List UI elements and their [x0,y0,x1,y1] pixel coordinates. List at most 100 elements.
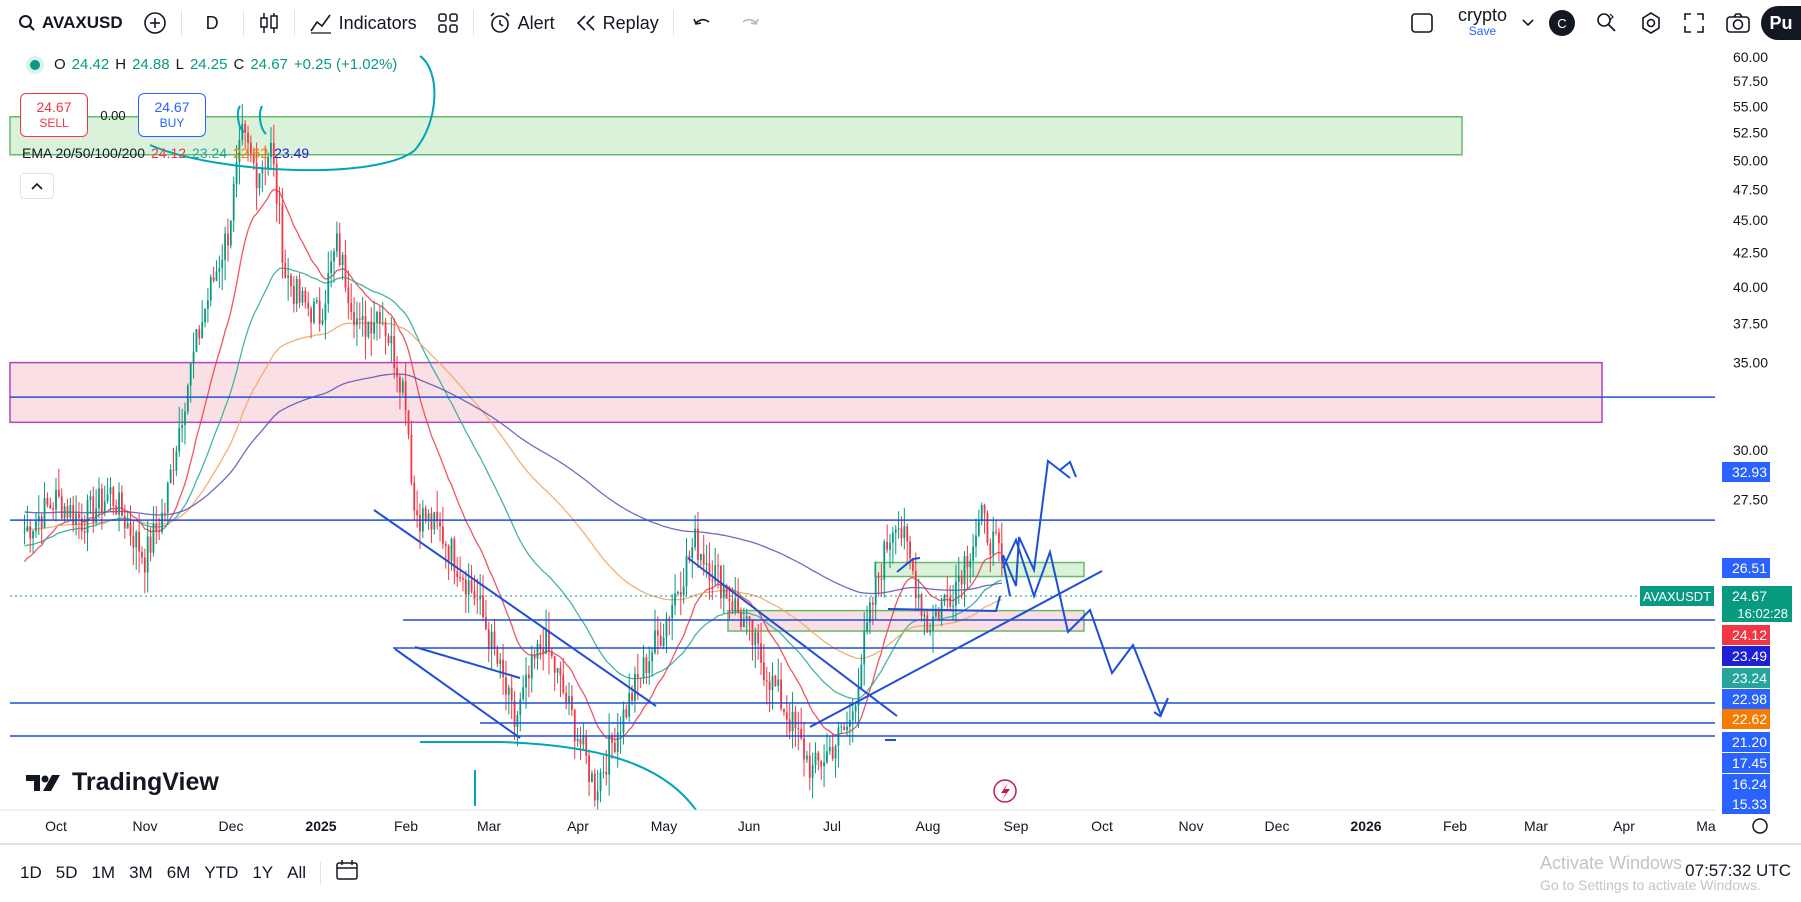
candle-body [78,513,80,519]
candle-body [318,300,321,325]
candle-body [241,123,244,141]
range-6m[interactable]: 6M [166,862,191,882]
range-5d[interactable]: 5D [55,862,78,882]
candle-body [186,385,189,412]
snapshot-button[interactable] [1715,0,1761,46]
candle-body [479,595,482,600]
buy-button[interactable]: 24.67 BUY [138,93,206,137]
divider [242,10,244,36]
fullscreen-button[interactable] [1673,0,1715,46]
range-ytd[interactable]: YTD [204,862,239,882]
layout-menu-button[interactable] [1517,0,1539,46]
candle-body [998,532,1000,544]
undo-button[interactable] [678,0,726,46]
y-tick-label: 50.00 [1733,152,1768,168]
tradingview-logo: TradingView [26,768,219,797]
candle-body [757,632,760,644]
divider [180,10,182,36]
redo-icon [742,18,759,25]
candle-body [321,320,324,325]
y-tick-label: 45.00 [1733,212,1768,228]
ema-line-ema200 [24,373,1002,595]
candle-body [648,661,651,674]
utc-clock[interactable]: 07:57:32 UTC [1685,861,1791,881]
projection-down-arrow [1002,537,1169,718]
candle-body [292,286,295,304]
candle-body [605,771,608,775]
range-1d[interactable]: 1D [20,862,42,882]
layout-name: crypto [1457,5,1507,25]
top-toolbar: AVAXUSD D Indicators Alert Replay crypto… [0,0,1801,48]
market-status-dot[interactable] [30,59,40,70]
interval-button[interactable]: D [186,0,239,46]
candle-body [229,220,232,246]
indicators-button[interactable]: Indicators [299,0,427,46]
price-badge [1722,668,1770,688]
goto-date-button[interactable] [335,859,359,886]
low-value: 24.25 [189,56,228,73]
range-1y[interactable]: 1Y [252,862,274,882]
x-tick-label: 2026 [1350,818,1381,834]
collapse-legend-button[interactable] [20,173,54,199]
publish-button[interactable]: Pu [1761,6,1801,40]
quick-search-button[interactable] [1585,0,1629,46]
y-tick-label: 42.50 [1733,245,1768,261]
price-chart[interactable]: 60.00 57.50 55.00 52.50 50.00 47.50 45.00 42.50… [0,46,1801,843]
candle-body [57,489,60,497]
candle-body [731,601,734,610]
candle-body [215,271,218,281]
candle-body [917,594,920,598]
select-layout-button[interactable] [1396,0,1448,46]
candle-body [797,728,800,730]
range-3m[interactable]: 3M [129,862,153,882]
candle-body [166,483,169,514]
candle-body [384,322,387,337]
candle-body [347,287,350,303]
candle-body [734,598,737,610]
layout-name-button[interactable]: crypto Save [1448,5,1517,39]
x-tick-label: Nov [133,818,158,834]
symbol-search[interactable]: AVAXUSD [0,0,133,46]
candle-body [404,381,407,411]
price-badge-label: 32.93 [1732,464,1767,480]
trendline-lower-2 [394,648,521,739]
candle-body [436,511,439,522]
sell-button[interactable]: 24.67 SELL [20,93,88,137]
buy-price: 24.67 [154,99,190,115]
range-1m[interactable]: 1M [91,862,116,882]
candle-body [788,719,791,732]
alert-button[interactable]: Alert [478,0,565,46]
x-tick-label: Apr [567,818,589,834]
candle-body [324,303,327,321]
candle-body [482,595,484,618]
candle-body [814,752,817,765]
candle-body [539,643,542,649]
candle-body [356,318,358,326]
replay-button[interactable]: Replay [565,0,669,46]
chart-type-button[interactable] [248,0,290,46]
settings-button[interactable] [1629,0,1673,46]
compare-button[interactable] [133,0,177,46]
candle-body [688,555,691,558]
candle-body [711,580,714,582]
candle-body [803,738,805,760]
ema-legend[interactable]: EMA 20/50/100/200 24.12 23.24 22.62 23.4… [22,145,309,161]
candle-body [430,513,433,530]
redo-button[interactable] [726,0,774,46]
candle-body [158,530,161,533]
candle-body [533,655,536,659]
candle-body [192,351,195,364]
candle-body [152,523,155,553]
templates-button[interactable] [427,0,469,46]
candle-body [310,308,312,323]
range-all[interactable]: All [287,862,307,882]
price-badge [1722,709,1770,729]
account-avatar[interactable]: C [1549,10,1575,36]
clock-time: 07:57:32 UTC [1685,861,1791,880]
candle-body [485,617,487,630]
candle-body [820,760,823,767]
candle-body [206,300,209,309]
candle-body [639,677,642,679]
candle-body [929,630,932,633]
gear-icon [1642,12,1660,34]
